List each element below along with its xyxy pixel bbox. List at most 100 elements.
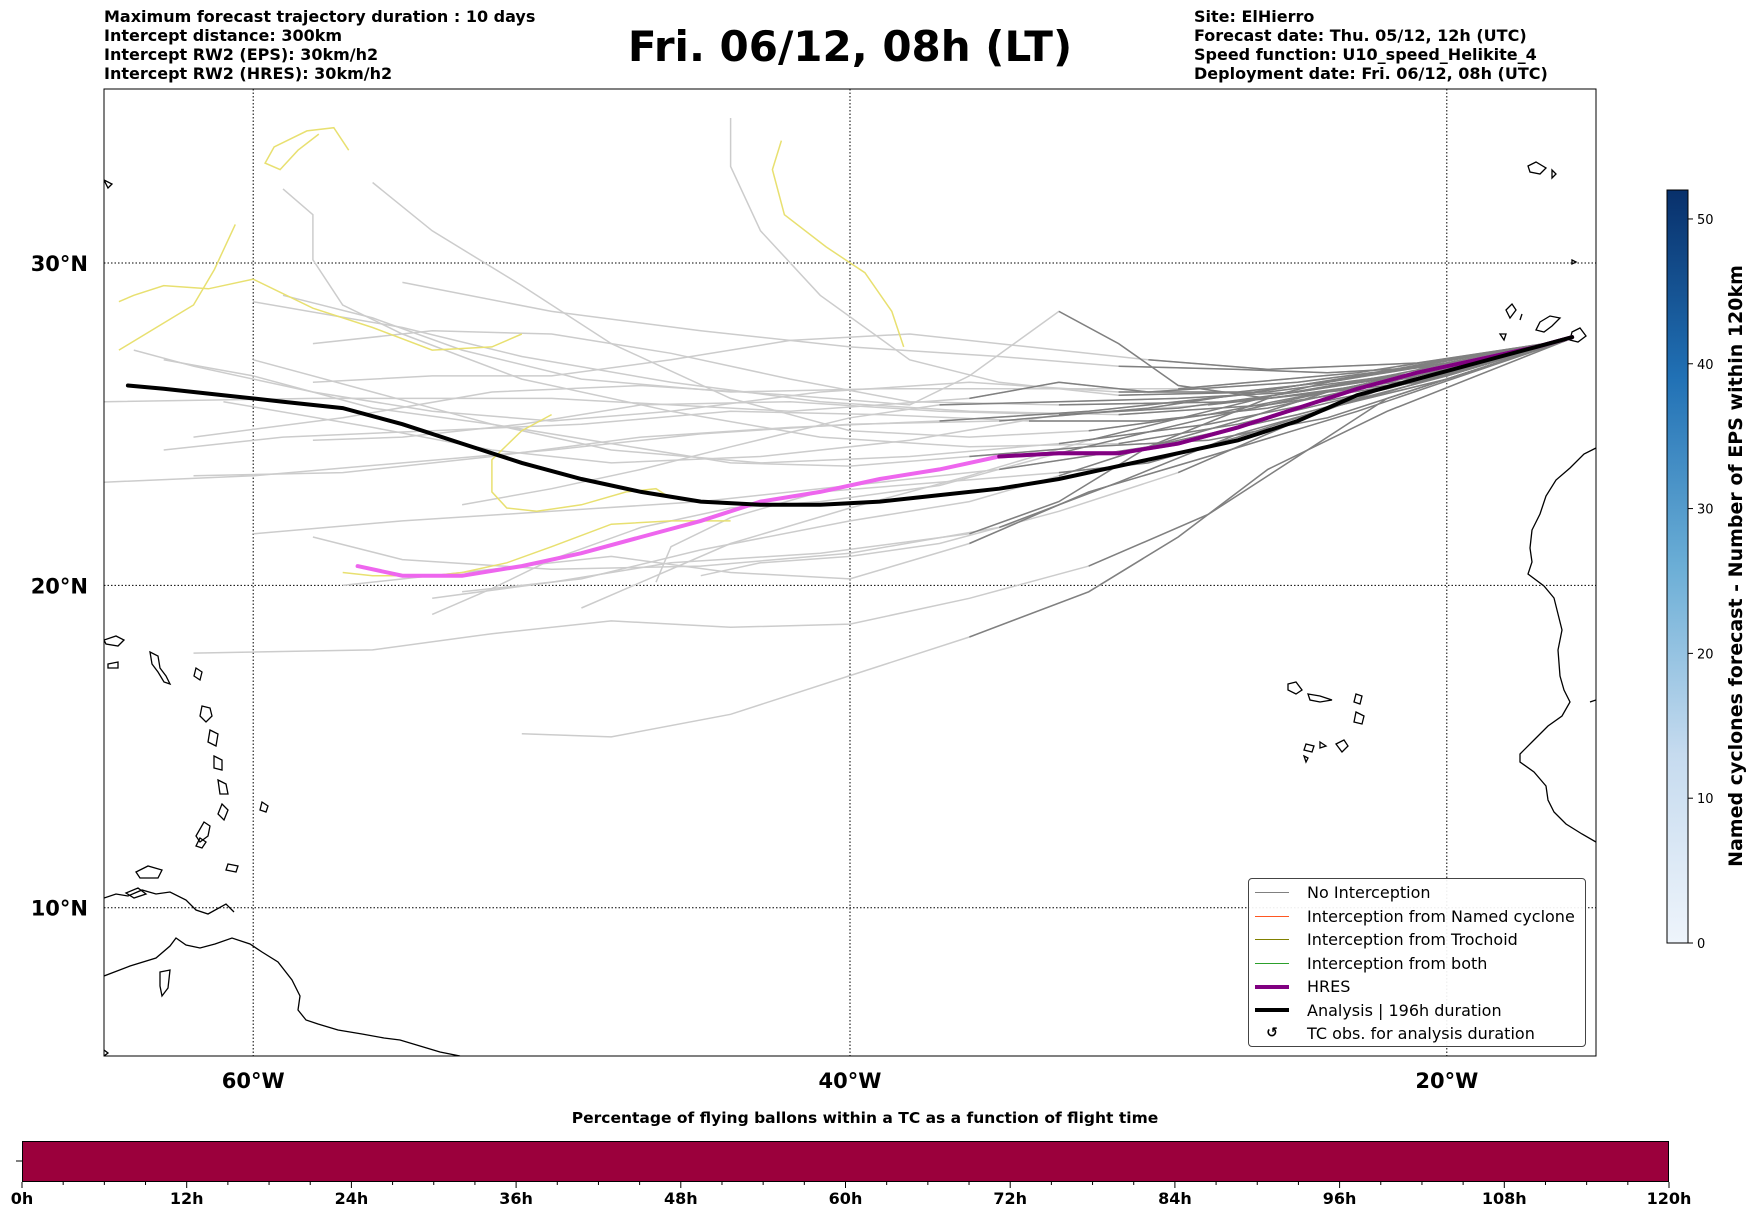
legend-label-named-cyclone: Interception from Named cyclone [1307,906,1575,926]
eps-member-early-segment [1088,339,1567,567]
legend-swatch-trochoid [1255,939,1289,941]
island-antilles-2 [193,666,203,682]
island-grenadines [195,821,211,843]
island-vi [107,661,119,669]
tc-bar-tick-label: 108h [1481,1189,1527,1208]
colorbar-tick-label: 40 [1697,358,1714,373]
info-speed-function: Speed function: U10_speed_Helikite_4 [1194,45,1537,64]
lon-label: 40°W [819,1069,882,1093]
colorbar-gradient [1666,189,1689,944]
trajectories-layer [104,118,1575,738]
island-cuba-hint [135,865,163,879]
colorbar-tick-label: 20 [1697,647,1714,662]
island-fuerteventura [1535,315,1562,333]
colorbar-tick-label: 0 [1697,937,1705,952]
tc-bar-tick-label: 72h [993,1189,1028,1208]
island-pr [104,635,126,647]
info-deployment-date: Deployment date: Fri. 06/12, 08h (UTC) [1194,64,1548,83]
legend-label-tc-obs: TC obs. for analysis duration [1307,1024,1535,1043]
hres-trajectory-early [997,335,1575,459]
island-trinidad [159,969,171,998]
legend-label-analysis: Analysis | 196h duration [1307,1000,1502,1020]
colorbar-label: Named cyclones forecast - Number of EPS … [1725,265,1747,867]
tc-bar-tick-label: 0h [10,1189,34,1208]
island-fogo [1303,743,1315,753]
info-block-left: Maximum forecast trajectory duration : 1… [104,7,535,83]
legend-swatch-analysis [1255,1008,1289,1013]
island-madeira [1527,161,1548,175]
island-martinique [213,754,223,771]
legend-label-trochoid: Interception from Trochoid [1307,930,1518,949]
page-title: Fri. 06/12, 08h (LT) [627,22,1073,71]
eps-member-early-segment [969,339,1567,638]
island-santiago [1335,739,1349,753]
tc-bar-tick-label: 36h [499,1189,533,1208]
legend-item: No Interception [1249,881,1585,905]
colorbar-ticks: 0 10 20 30 40 50 [1688,213,1714,952]
tc-bar-tick-label: 24h [334,1189,369,1208]
island-stlucia [217,778,229,795]
tc-bar-tick-label: 48h [663,1189,698,1208]
info-duration: Maximum forecast trajectory duration : 1… [104,7,536,26]
legend-label-both: Interception from both [1307,953,1488,973]
island-curacao [124,887,148,899]
venezuela-coast [104,889,235,915]
island-guadeloupe [199,705,213,723]
legend-item: ↺ TC obs. for analysis duration [1249,1022,1585,1046]
island-bermuda [104,179,114,190]
island-lanzarote [1505,302,1517,320]
island-sal [1353,693,1363,705]
tc-bar-tick-label: 120h [1646,1189,1692,1208]
island-grenada [195,837,207,849]
island-antilles-1 [149,650,172,686]
tc-bar-tick-label: 60h [828,1189,863,1208]
island-savage [1571,258,1578,266]
island-stvincent [217,802,229,822]
colorbar-tick-label: 50 [1697,213,1714,228]
island-barbados [259,800,269,813]
colorbar-tick-label: 30 [1697,503,1714,518]
colombia-edge [104,1049,110,1056]
eps-member-trajectory-yellow [264,126,350,171]
island-sao-nicolau [1307,693,1333,703]
island-el-hierro [1498,333,1507,342]
info-block-right: Site: ElHierro Forecast date: Thu. 05/12… [1194,7,1548,83]
tc-percentage-fill [23,1142,1668,1181]
info-intercept-distance: Intercept distance: 300km [104,26,343,45]
legend-label-hres: HRES [1307,977,1351,996]
legend-swatch-named-cyclone [1255,915,1289,917]
eps-member-trajectory-yellow [118,224,236,351]
eps-member-early-segment [1118,339,1567,393]
tc-bar-tick-label: 12h [169,1189,204,1208]
tc-bar-ytick [16,1160,22,1162]
legend-item: HRES [1249,975,1585,999]
island-dominica [207,729,219,747]
coastlines [104,161,1596,1056]
info-intercept-hres: Intercept RW2 (HRES): 30km/h2 [104,64,393,83]
eps-member-trajectory-yellow [342,520,731,577]
info-site: Site: ElHierro [1194,7,1315,26]
africa-detail [1519,313,1523,321]
map-axis-labels: 30°N 20°N 10°N 60°W 40°W 20°W [31,252,1479,1093]
eps-member-early-segment [998,339,1567,529]
legend-swatch-both [1255,962,1289,964]
legend-item: Interception from Named cyclone [1249,905,1585,929]
eps-member-early-segment [969,339,1567,535]
map-frame [103,88,1597,1057]
info-intercept-eps: Intercept RW2 (EPS): 30km/h2 [104,45,379,64]
info-forecast-date: Forecast date: Thu. 05/12, 12h (UTC) [1194,26,1527,45]
island-santo-antao [1287,681,1303,695]
island-maio [1302,754,1309,764]
legend-label-no-interception: No Interception [1307,883,1431,902]
map-figure: 30°N 20°N 10°N 60°W 40°W 20°W 0 10 20 30 40 50 Nam… [31,88,1747,1093]
island-porto-santo [1551,168,1557,180]
eps-member-early-segment [969,339,1567,545]
island-brava [1319,740,1328,749]
tc-bar-tick-label: 84h [1158,1189,1192,1208]
lon-label: 60°W [222,1069,285,1093]
lat-label: 30°N [31,252,88,276]
tc-bar-tick-label: 96h [1322,1189,1357,1208]
island-tobago [225,863,239,873]
lon-label: 20°W [1415,1069,1478,1093]
legend-swatch-hres [1255,984,1289,989]
